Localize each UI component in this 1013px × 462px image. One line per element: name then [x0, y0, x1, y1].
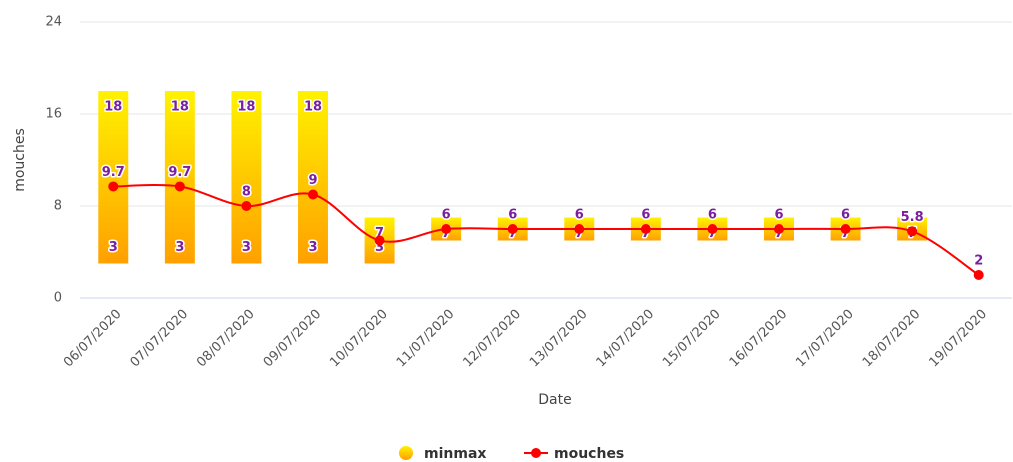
x-tick-label: 11/07/2020 — [394, 307, 458, 371]
point — [840, 224, 851, 234]
y-tick-label: 16 — [45, 107, 62, 122]
point — [308, 189, 318, 200]
x-tick-label: 14/07/2020 — [594, 307, 658, 371]
x-axis-title: Date — [538, 392, 571, 408]
x-tick-label: 08/07/2020 — [194, 307, 258, 371]
legend-item: mouches — [524, 446, 624, 462]
data-label: 9.7 — [102, 165, 125, 180]
data-label: 3 — [242, 240, 251, 255]
x-tick-label: 19/07/2020 — [926, 307, 990, 371]
data-label: 6 — [575, 208, 584, 223]
x-tick-label: 12/07/2020 — [460, 307, 524, 371]
data-label: 3 — [109, 240, 118, 255]
point — [441, 224, 452, 234]
x-tick-label: 13/07/2020 — [527, 307, 591, 371]
data-label: 9 — [308, 173, 317, 188]
point — [640, 224, 651, 234]
data-label: 18 — [171, 100, 189, 115]
x-tick-label: 17/07/2020 — [793, 307, 857, 371]
point — [574, 224, 585, 234]
data-label: 6 — [641, 208, 650, 223]
x-tick-label: 07/07/2020 — [128, 307, 192, 371]
legend-label: minmax — [424, 446, 486, 462]
point — [707, 224, 718, 234]
point — [174, 181, 185, 192]
range-bar — [98, 91, 129, 264]
legend-label: mouches — [554, 446, 624, 462]
line — [113, 184, 980, 276]
point — [774, 224, 784, 234]
x-tick-label: 16/07/2020 — [727, 307, 791, 371]
data-label: 6 — [774, 208, 783, 223]
x-tick-label: 09/07/2020 — [261, 307, 325, 371]
point — [507, 224, 518, 234]
data-label: 2 — [974, 254, 983, 269]
data-label: 3 — [175, 240, 184, 255]
y-tick-label: 8 — [54, 199, 62, 214]
y-tick-label: 24 — [45, 15, 62, 30]
range-bar — [231, 91, 262, 264]
range-bar — [298, 91, 328, 264]
data-label: 6 — [708, 208, 717, 223]
point — [973, 270, 984, 280]
point — [374, 235, 385, 246]
point — [108, 181, 119, 192]
x-tick-label: 10/07/2020 — [327, 307, 391, 371]
data-label: 18 — [104, 100, 122, 115]
data-label: 9.7 — [168, 165, 191, 180]
x-tick-label: 06/07/2020 — [61, 307, 125, 371]
data-label: 5.8 — [901, 210, 924, 225]
data-label: 6 — [508, 208, 517, 223]
x-tick-label: 18/07/2020 — [860, 307, 924, 371]
data-label: 6 — [841, 208, 850, 223]
data-label: 8 — [242, 185, 251, 200]
data-label: 18 — [237, 100, 255, 115]
legend-item: minmax — [399, 446, 486, 462]
point — [241, 201, 252, 211]
x-tick-label: 15/07/2020 — [660, 307, 724, 371]
data-label: 18 — [304, 100, 322, 115]
data-label: 3 — [308, 240, 317, 255]
legend-symbol — [531, 448, 541, 458]
y-axis-title: mouches — [12, 128, 28, 192]
legend-symbol — [399, 446, 413, 460]
data-label: 6 — [442, 208, 451, 223]
point — [907, 226, 918, 237]
range-bar — [164, 91, 195, 264]
y-tick-label: 0 — [54, 291, 62, 306]
